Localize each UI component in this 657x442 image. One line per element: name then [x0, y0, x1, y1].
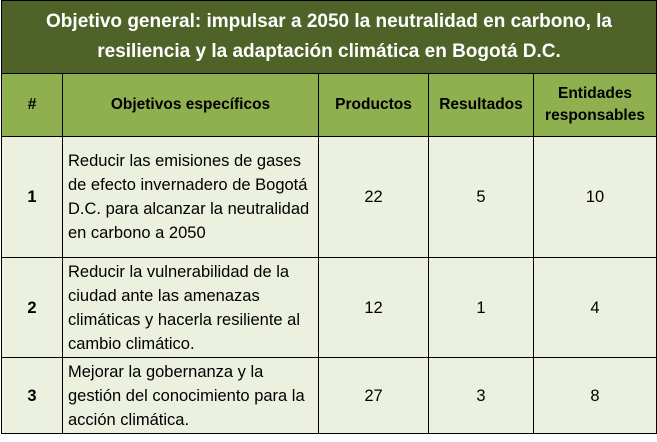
- body-row: 2 Reducir la vulnerabilidad de la ciudad…: [1, 257, 657, 358]
- header-cell: #: [1, 73, 63, 137]
- table-title: Objetivo general: impulsar a 2050 la neu…: [0, 0, 657, 74]
- header-cell: Objetivos específicos: [62, 73, 319, 137]
- objective-text: Reducir la vulnerabilidad de la ciudad a…: [62, 257, 319, 358]
- products-cell: 12: [318, 257, 429, 358]
- body-row: 3 Mejorar la gobernanza y la gestión del…: [1, 357, 657, 434]
- products-cell: 27: [318, 357, 429, 434]
- row-number: 2: [1, 257, 63, 358]
- entities-cell: 4: [532, 257, 657, 358]
- header-cell: Entidades responsables: [532, 73, 657, 137]
- header-cell: Productos: [318, 73, 429, 137]
- results-cell: 5: [428, 136, 534, 258]
- row-number: 1: [1, 136, 63, 258]
- entities-cell: 8: [532, 357, 657, 434]
- entities-cell: 10: [532, 136, 657, 258]
- results-cell: 1: [428, 257, 534, 358]
- header-cell: Resultados: [428, 73, 534, 137]
- results-cell: 3: [428, 357, 534, 434]
- header-row: # Objetivos específicos Productos Result…: [1, 73, 657, 137]
- row-number: 3: [1, 357, 63, 434]
- objective-text: Reducir las emisiones de gases de efecto…: [62, 136, 319, 258]
- body-row: 1 Reducir las emisiones de gases de efec…: [1, 136, 657, 258]
- products-cell: 22: [318, 136, 429, 258]
- objective-text: Mejorar la gobernanza y la gestión del c…: [62, 357, 319, 434]
